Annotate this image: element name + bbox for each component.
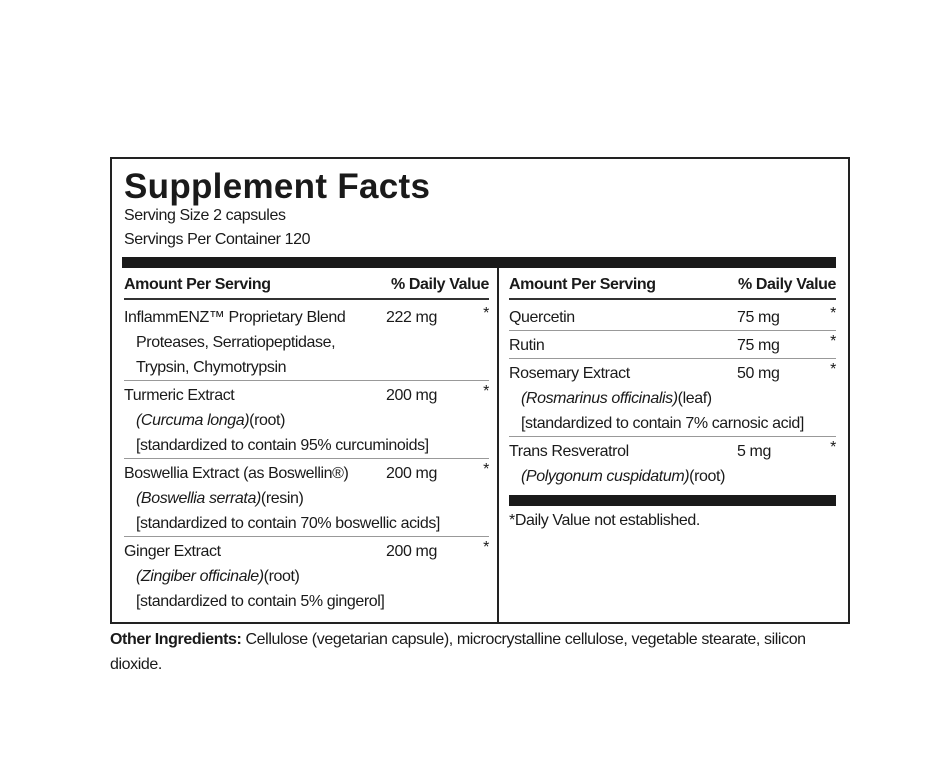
thick-rule [509,495,836,506]
nutrient-name: Rutin [509,337,545,354]
amount: 200 mg [386,387,437,404]
header-dv: % Daily Value [391,276,489,293]
nutrient-row: Ginger Extract 200 mg * (Zingiber officinal… [124,536,489,614]
standardization-note: [standardized to contain 95% curcuminoid… [136,437,429,454]
amount: 75 mg [737,309,780,326]
amount: 5 mg [737,443,771,460]
nutrient-name: Quercetin [509,309,575,326]
row-main: Boswellia Extract (as Boswellin®) 200 mg * [124,461,489,486]
daily-value: * [483,539,489,556]
nutrient-name: InflammENZ™ Proprietary Blend [124,309,346,326]
detail-line: Trypsin, Chymotrypsin [136,359,287,376]
amount: 50 mg [737,365,780,382]
amount: 200 mg [386,543,437,560]
header-dv: % Daily Value [738,276,836,293]
plant-part: (root) [249,412,285,429]
source-line: (Rosmarinus officinalis)(leaf) [509,386,836,411]
daily-value: * [483,305,489,322]
nutrient-name: Trans Resveratrol [509,443,629,460]
source-line: (Curcuma longa)(root) [124,408,489,433]
servings-per-container: Servings Per Container 120 [124,231,311,248]
row-main: Rosemary Extract 50 mg * [509,361,836,386]
latin-name: (Boswellia serrata) [136,490,261,507]
row-main: Ginger Extract 200 mg * [124,539,489,564]
nutrient-row: Quercetin 75 mg * [509,300,836,330]
serving-size: Serving Size 2 capsules [124,207,286,224]
facts-panel: Supplement Facts Serving Size 2 capsules… [110,157,850,624]
latin-name: (Polygonum cuspidatum) [521,468,690,485]
footnote: *Daily Value not established. [509,512,700,529]
daily-value: * [830,439,836,456]
source-line: (Polygonum cuspidatum)(root) [509,464,836,489]
other-label: Other Ingredients: [110,631,242,648]
plant-part: (root) [263,568,300,585]
nutrient-row: Boswellia Extract (as Boswellin®) 200 mg *… [124,458,489,536]
nutrient-row: Rosemary Extract 50 mg * (Rosmarinus offici… [509,358,836,436]
column-divider [497,268,499,622]
header-amount: Amount Per Serving [124,276,271,293]
source-line: (Zingiber officinale)(root) [124,564,489,589]
standardization-note: [standardized to contain 70% boswellic a… [136,515,440,532]
column-header: Amount Per Serving % Daily Value [509,272,836,300]
column: Amount Per Serving % Daily Value Quercetin… [509,272,836,530]
daily-value: * [830,305,836,322]
plant-part: (resin) [260,490,304,507]
daily-value: * [830,333,836,350]
nutrient-row: Rutin 75 mg * [509,330,836,358]
standardization-note: [standardized to contain 5% gingerol] [136,593,385,610]
other-ingredients: Other Ingredients: Cellulose (vegetarian… [110,627,830,677]
row-main: Turmeric Extract 200 mg * [124,383,489,408]
column-header: Amount Per Serving % Daily Value [124,272,489,300]
latin-name: (Rosmarinus officinalis) [521,390,678,407]
nutrient-row: Turmeric Extract 200 mg * (Curcuma longa)(r… [124,380,489,458]
nutrient-name: Ginger Extract [124,543,221,560]
daily-value: * [830,361,836,378]
daily-value: * [483,461,489,478]
other-text: Cellulose (vegetarian capsule), microcry… [110,631,806,673]
standardization-note: [standardized to contain 7% carnosic aci… [521,415,804,432]
latin-name: (Curcuma longa) [136,412,250,429]
amount: 75 mg [737,337,780,354]
header-amount: Amount Per Serving [509,276,656,293]
plant-part: (root) [689,468,725,485]
source-line: (Boswellia serrata)(resin) [124,486,489,511]
row-main: Quercetin 75 mg * [509,305,836,330]
plant-part: (leaf) [677,390,712,407]
nutrient-name: Rosemary Extract [509,365,630,382]
amount: 222 mg [386,309,437,326]
title: Supplement Facts [124,167,431,206]
column: Amount Per Serving % Daily Value InflammEN… [124,272,489,614]
nutrient-name: Turmeric Extract [124,387,235,404]
detail-line: Proteases, Serratiopeptidase, [136,334,336,351]
daily-value: * [483,383,489,400]
nutrient-name: Boswellia Extract (as Boswellin®) [124,465,349,482]
thick-rule [122,257,836,268]
row-main: Rutin 75 mg * [509,333,836,358]
nutrient-row: InflammENZ™ Proprietary Blend 222 mg * Prot… [124,300,489,380]
latin-name: (Zingiber officinale) [136,568,264,585]
nutrient-row: Trans Resveratrol 5 mg * (Polygonum cuspida… [509,436,836,489]
row-main: InflammENZ™ Proprietary Blend 222 mg * [124,305,489,330]
amount: 200 mg [386,465,437,482]
row-main: Trans Resveratrol 5 mg * [509,439,836,464]
